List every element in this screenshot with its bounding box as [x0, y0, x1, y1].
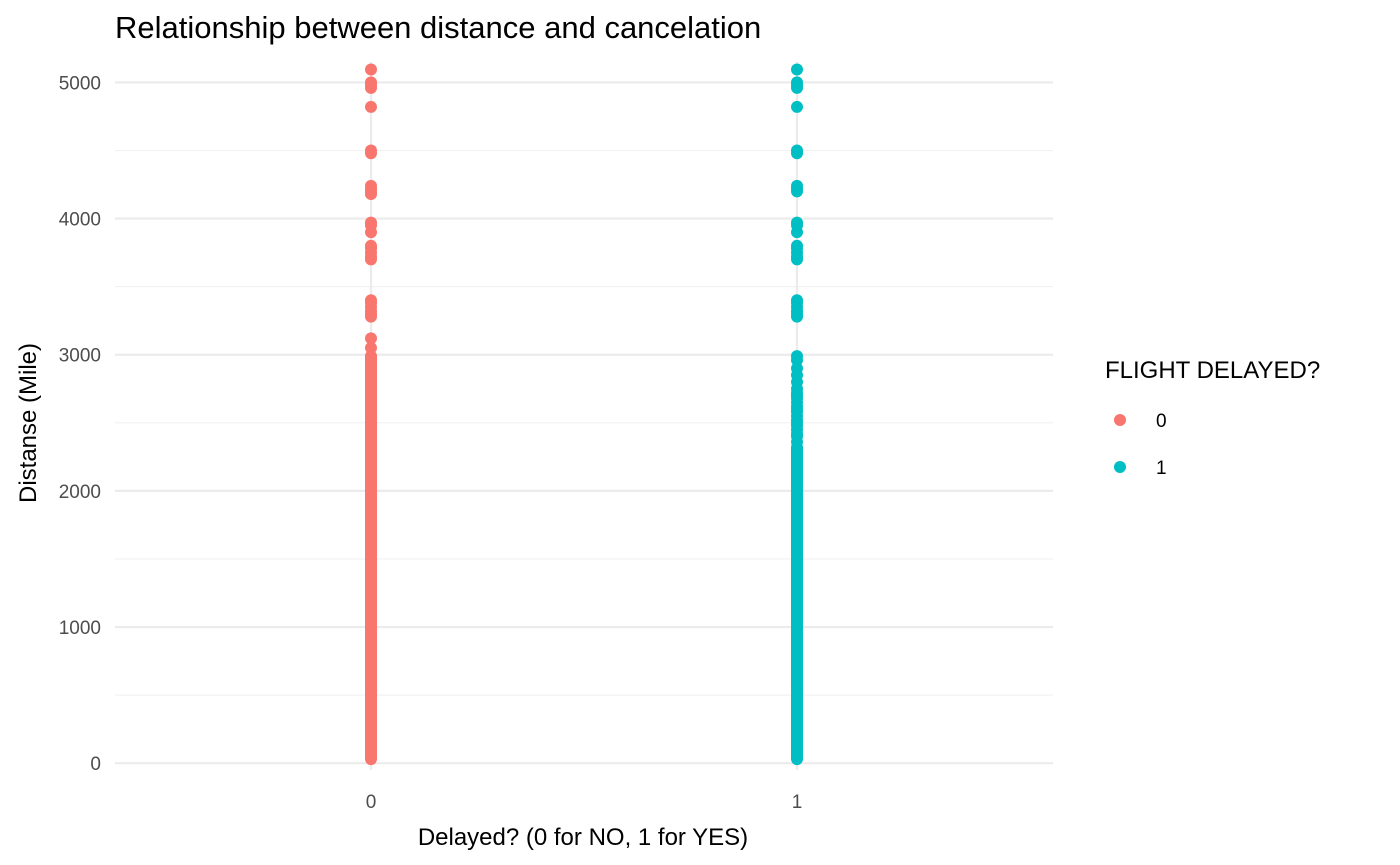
y-axis-title: Distanse (Mile) — [15, 343, 42, 503]
y-tick-label: 5000 — [59, 73, 101, 94]
y-tick-label: 4000 — [59, 210, 101, 231]
y-tick-label: 1000 — [59, 618, 101, 639]
data-point — [365, 63, 377, 76]
data-point — [365, 100, 377, 113]
legend-entries: 01 — [1114, 411, 1167, 479]
data-point — [365, 144, 377, 157]
y-tick-label: 2000 — [59, 482, 101, 503]
data-point — [791, 239, 803, 252]
data-point — [791, 76, 803, 89]
data-point — [791, 100, 803, 113]
y-tick-label: 3000 — [59, 346, 101, 367]
data-point — [791, 350, 803, 363]
legend: FLIGHT DELAYED? 01 — [1105, 357, 1320, 479]
chart-title: Relationship between distance and cancel… — [115, 10, 761, 45]
legend-key — [1114, 414, 1126, 426]
data-point — [365, 239, 377, 252]
data-point — [365, 179, 377, 192]
x-axis-title: Delayed? (0 for NO, 1 for YES) — [418, 824, 748, 851]
data-point — [365, 216, 377, 229]
y-tick-label: 0 — [90, 754, 101, 775]
data-point — [791, 294, 803, 307]
legend-title: FLIGHT DELAYED? — [1105, 357, 1320, 384]
data-point — [365, 294, 377, 307]
data-point — [791, 216, 803, 229]
data-point — [791, 179, 803, 192]
y-axis-ticks: 0 1000 2000 3000 4000 5000 — [59, 73, 101, 775]
x-tick-label: 0 — [366, 792, 377, 813]
x-tick-label: 1 — [792, 792, 803, 813]
legend-key — [1114, 461, 1126, 473]
data-point — [365, 332, 377, 345]
legend-label: 0 — [1156, 411, 1167, 432]
data-points — [365, 63, 803, 766]
data-point — [791, 63, 803, 76]
major-gridlines — [115, 62, 1053, 770]
data-point — [365, 341, 377, 354]
point-cluster — [791, 444, 803, 766]
data-point — [791, 144, 803, 157]
point-cluster — [365, 350, 377, 766]
minor-gridlines — [115, 149, 1053, 696]
data-point — [365, 76, 377, 89]
legend-label: 1 — [1156, 458, 1167, 479]
